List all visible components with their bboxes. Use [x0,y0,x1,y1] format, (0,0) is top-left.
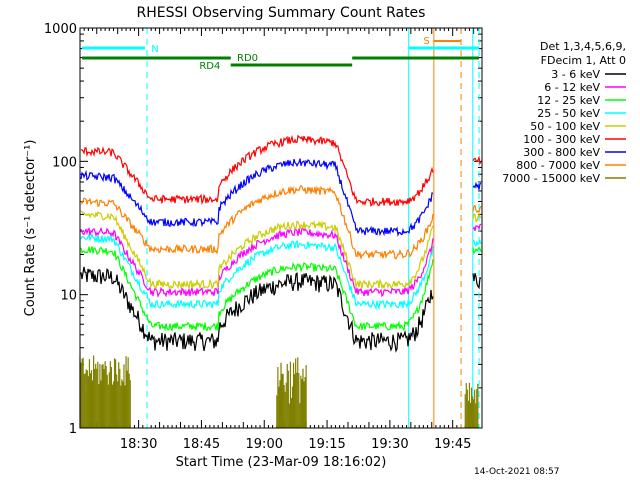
x-tick-label: 18:30 [120,437,157,452]
series-line [80,184,482,260]
legend-label: 12 - 25 keV [537,94,600,107]
legend-label: 800 - 7000 keV [516,159,600,172]
x-tick-label: 19:30 [371,437,408,452]
legend-header: Det 1,3,4,5,6,9, [540,40,626,53]
series-line [80,210,482,291]
plot-layer: 1 10 100 1000 18:30 18:45 19:00 19:15 19:30 19:45… [23,22,626,470]
series-line [80,232,482,311]
y-tick-label: 1000 [44,22,77,37]
y-tick-label: 100 [52,155,77,170]
flag-label: RD0 [237,53,258,64]
legend-label: 3 - 6 keV [551,68,600,81]
flag-label: RD4 [199,61,220,72]
legend-label: 100 - 300 keV [523,133,600,146]
chart-title: RHESSI Observing Summary Count Rates [137,5,426,21]
series-line [80,246,482,332]
y-axis-label: Count Rate (s⁻¹ detector⁻¹) [23,140,38,317]
y-tick-label: 10 [60,289,77,304]
plot-frame [79,27,483,429]
series-line [80,134,482,207]
legend: Det 1,3,4,5,6,9,FDecim 1, Att 03 - 6 keV… [502,40,626,185]
flag-label: S [423,36,429,47]
x-tick-label: 18:45 [183,437,220,452]
series-line [80,266,482,353]
timestamp: 14-Oct-2021 08:57 [474,467,559,477]
x-tick-label: 19:15 [308,437,345,452]
series-line [80,158,482,237]
legend-label: 50 - 100 keV [530,120,600,133]
legend-label: 7000 - 15000 keV [502,172,600,185]
y-tick-label: 1 [69,422,77,437]
series-line [80,223,482,298]
legend-header: FDecim 1, Att 0 [541,54,626,67]
x-tick-label: 19:00 [246,437,283,452]
flag-label: N [151,44,158,55]
legend-label: 300 - 800 keV [523,146,600,159]
legend-label: 25 - 50 keV [537,107,600,120]
legend-label: 6 - 12 keV [544,81,600,94]
x-tick-label: 19:45 [434,437,471,452]
x-axis-label: Start Time (23-Mar-09 18:16:02) [176,455,387,470]
